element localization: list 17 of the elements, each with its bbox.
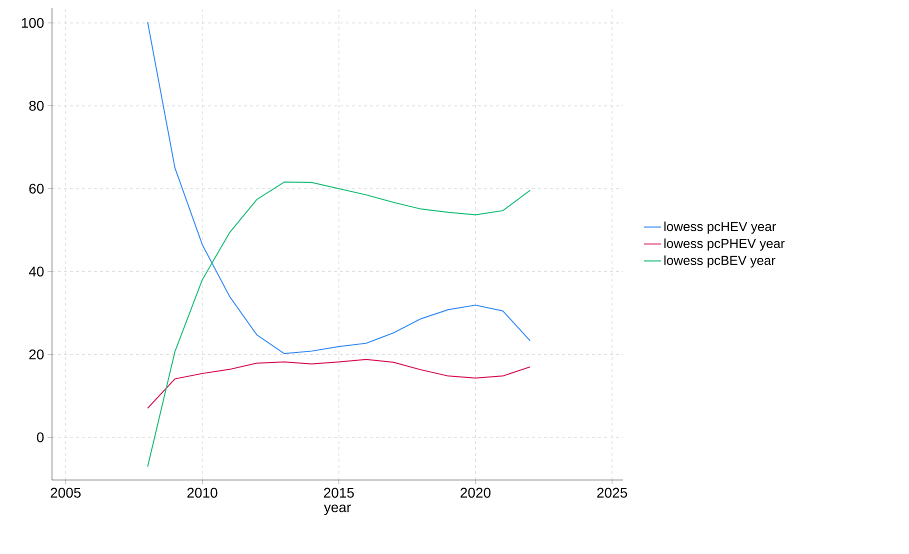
legend-label: lowess pcHEV year (664, 222, 776, 234)
x-tick-label: 2025 (597, 488, 628, 498)
line-series (147, 358, 531, 409)
legend-label: lowess pcBEV year (664, 255, 776, 268)
x-tick-label: 2010 (187, 488, 218, 498)
line-series (147, 22, 531, 354)
x-tick-label: 2015 (324, 488, 354, 498)
x-tick-label: 2020 (460, 488, 490, 498)
x-tick-label: 2005 (50, 488, 81, 498)
y-tick-label: 100 (22, 18, 44, 28)
y-tick-label: 20 (29, 349, 44, 360)
x-axis-title: year (324, 504, 351, 516)
legend-label: lowess pcPHEV year (664, 238, 785, 251)
y-tick-label: 0 (36, 432, 44, 442)
y-tick-label: 60 (29, 184, 44, 194)
y-tick-label: 40 (28, 266, 44, 277)
y-tick-label: 80 (29, 100, 44, 111)
